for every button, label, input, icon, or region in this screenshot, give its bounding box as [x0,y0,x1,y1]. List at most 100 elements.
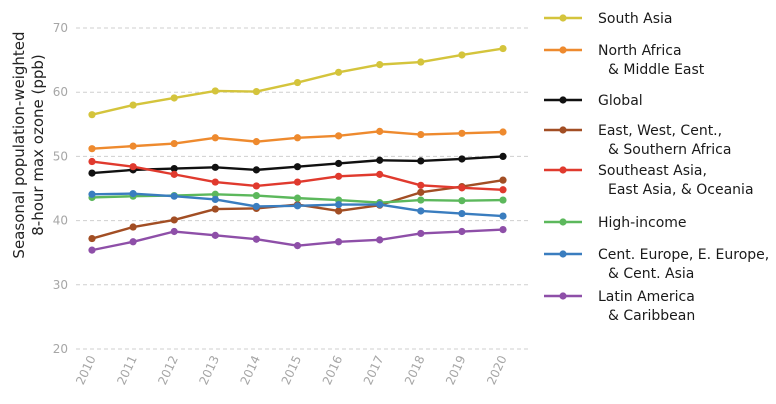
data-point [417,207,425,215]
legend-label: East Asia, & Oceania [608,182,754,198]
data-point [170,164,178,173]
data-point [211,163,219,171]
data-point [499,128,507,136]
data-point [499,176,507,184]
legend-label: & Caribbean [608,308,695,324]
data-point [252,138,260,146]
series-lines [88,44,507,254]
data-point [88,157,96,166]
data-point [129,190,137,198]
data-point [376,200,384,209]
data-point [417,196,425,204]
legend-item-1: North Africa & Middle East [544,43,705,78]
data-point [88,111,96,119]
data-point [293,242,302,250]
data-point [129,142,137,150]
data-point [499,196,507,204]
data-point [335,159,343,168]
y-axis-label: Seasonal population-weighted 8-hour max … [10,31,47,258]
legend-label: & Cent. Asia [608,266,694,282]
legend-swatch-marker [559,250,567,258]
x-tick-label: 2011 [114,353,140,387]
data-point [211,178,219,186]
data-point [458,155,466,163]
data-point [88,246,96,254]
data-point [129,163,137,171]
x-tick-label: 2016 [320,353,346,387]
data-point [417,229,425,238]
data-point [499,44,507,53]
data-point [293,202,302,210]
series-7 [88,225,507,254]
data-point [252,87,260,96]
data-point [129,238,137,246]
data-point [170,94,178,102]
legend-item-4: Southeast Asia, East Asia, & Oceania [544,163,754,198]
y-axis-ticks: 20 30 40 50 60 70 [53,21,68,356]
legend-label: East, West, Cent., [598,123,722,139]
y-tick-label: 50 [53,149,68,163]
data-point [417,130,425,139]
series-1 [88,127,507,153]
legend-swatch-marker [559,46,567,54]
series-0 [88,44,507,119]
legend-swatch-marker [559,292,567,300]
legend-item-0: South Asia [544,11,672,27]
data-point [252,166,260,174]
data-point [499,186,507,194]
legend-label: Global [598,93,643,109]
x-tick-label: 2012 [155,353,181,387]
grid-lines [76,27,528,350]
data-point [170,216,178,224]
data-point [211,195,219,204]
data-point [376,236,384,244]
series-2 [88,152,507,177]
x-tick-label: 2013 [196,353,222,387]
data-point [376,170,384,178]
legend-item-2: Global [544,93,643,109]
data-point [293,163,302,171]
legend-swatch-marker [559,218,567,226]
data-point [88,234,96,243]
series-4 [88,157,507,194]
data-point [88,145,96,153]
data-point [293,178,302,186]
data-point [129,223,137,231]
y-tick-label: 30 [53,278,68,292]
data-point [376,60,384,69]
legend-label: & Southern Africa [608,142,731,158]
data-point [170,192,178,200]
legend-item-7: Latin America & Caribbean [544,289,695,324]
legend-label: Southeast Asia, [598,163,707,179]
x-tick-label: 2018 [402,353,428,387]
data-point [458,51,466,59]
x-tick-label: 2020 [484,353,510,387]
data-point [252,202,260,211]
legend-item-5: High-income [544,215,687,231]
data-point [417,58,425,66]
data-point [417,188,425,196]
y-axis-label-line-1: Seasonal population-weighted [10,31,28,258]
data-point [211,205,219,213]
series-6 [88,190,507,220]
legend-swatch-marker [559,126,567,134]
data-point [335,200,343,209]
legend-label: Latin America [598,289,695,305]
data-point [335,238,343,246]
data-point [211,231,219,239]
legend-swatch-marker [559,96,567,104]
data-point [417,157,425,165]
data-point [335,132,343,140]
data-point [170,227,178,236]
legend: South Asia North Africa & Middle East Globa… [544,11,769,324]
data-point [252,235,260,243]
x-tick-label: 2017 [361,353,387,387]
data-point [293,78,302,87]
data-point [252,182,260,190]
data-point [458,184,466,192]
data-point [458,227,466,236]
data-point [417,181,425,189]
data-point [335,68,343,76]
data-point [252,191,260,200]
data-point [376,156,384,164]
